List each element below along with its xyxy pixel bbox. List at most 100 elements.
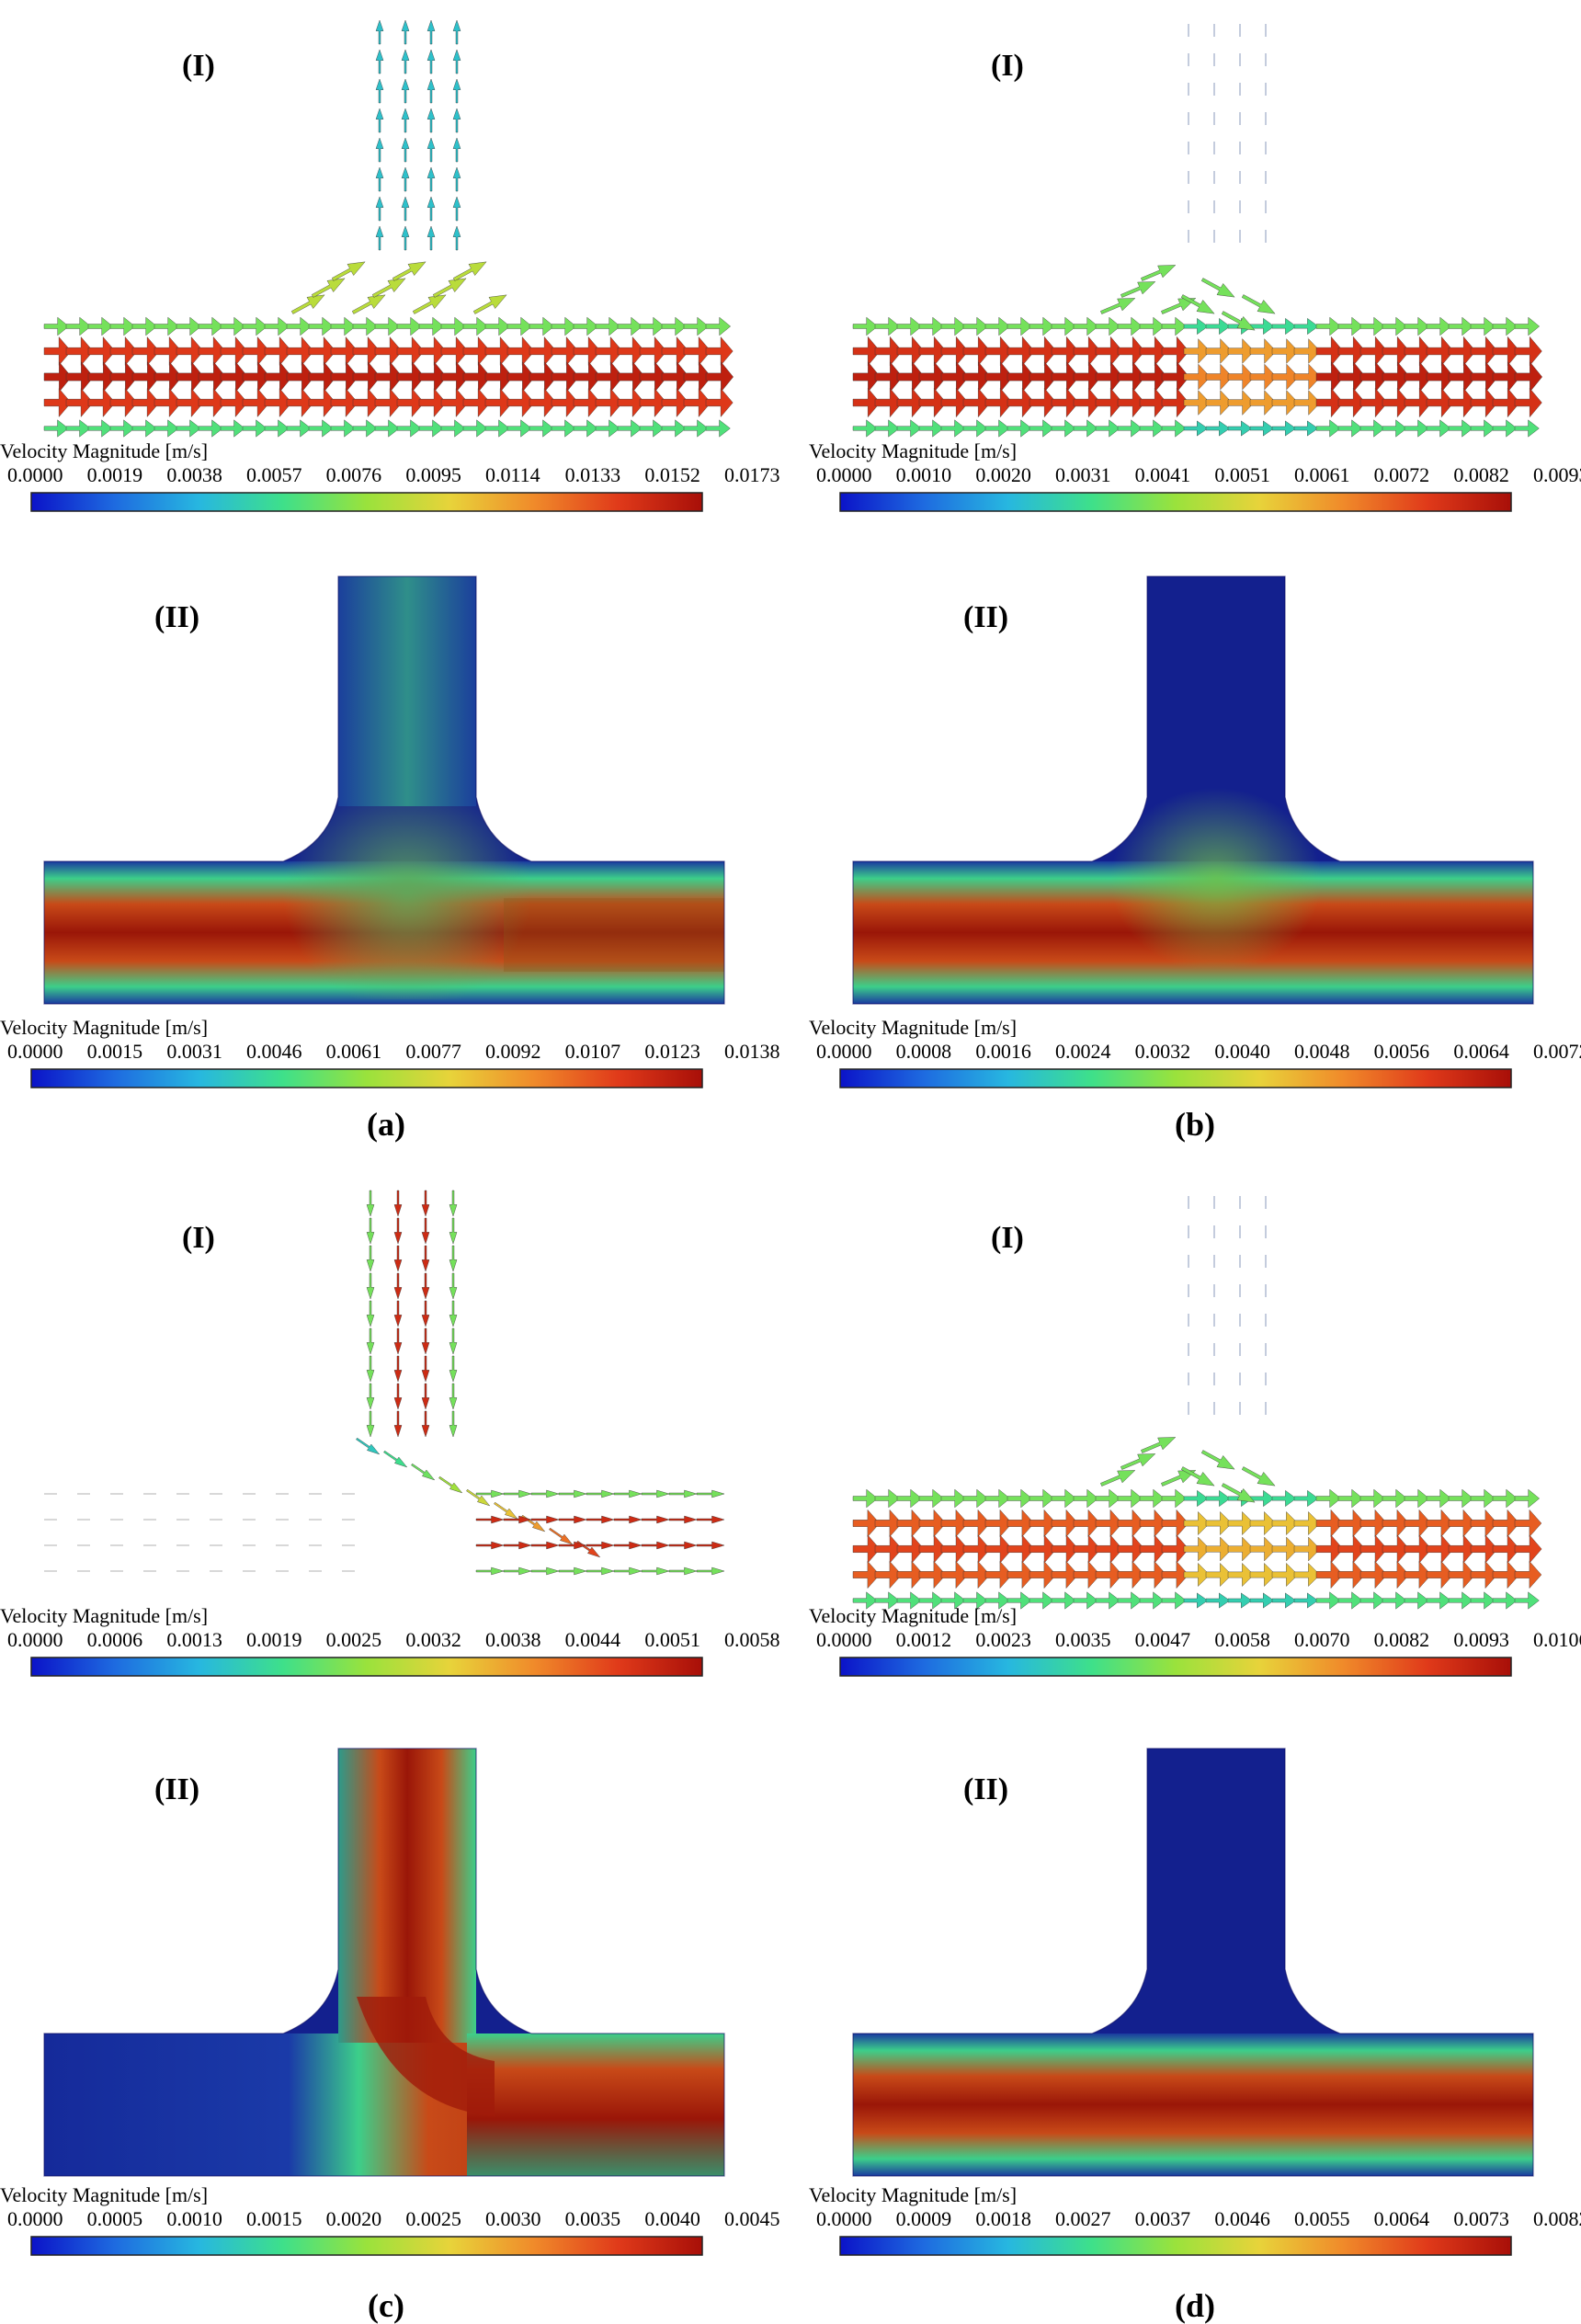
velocity-vector	[286, 316, 313, 336]
velocity-vector	[984, 1591, 1010, 1610]
colorbar-tick: 0.0073	[1453, 2207, 1509, 2230]
velocity-vector	[176, 419, 201, 438]
velocity-vector	[1337, 1591, 1363, 1610]
velocity-vector	[1492, 1591, 1518, 1610]
velocity-vector	[43, 336, 72, 366]
velocity-vector	[1051, 1488, 1077, 1509]
colorbar-gradient	[30, 492, 703, 512]
velocity-vector	[1051, 336, 1079, 367]
velocity-vector	[109, 419, 135, 438]
velocity-vector	[1514, 1488, 1541, 1509]
velocity-vector	[449, 1272, 458, 1300]
velocity-vector	[940, 1591, 966, 1610]
colorbar-tick: 0.0047	[1135, 1628, 1191, 1651]
velocity-vector	[1470, 1488, 1496, 1509]
velocity-vector	[683, 388, 711, 417]
velocity-vector	[352, 336, 381, 366]
velocity-vector	[1271, 363, 1299, 391]
colorbar-tick: 0.0046	[246, 1040, 302, 1063]
velocity-vector	[421, 1190, 430, 1217]
panel-caption: (c)	[368, 2287, 404, 2324]
velocity-vector	[1382, 1560, 1410, 1589]
colorbar-title: Velocity Magnitude [m/s]	[0, 1604, 208, 1627]
velocity-vector	[1051, 419, 1076, 438]
velocity-vector	[984, 1488, 1011, 1509]
velocity-vector	[1448, 1509, 1476, 1538]
velocity-vector	[1117, 1509, 1145, 1538]
velocity-vector	[1492, 1560, 1520, 1589]
velocity-vector	[352, 361, 381, 393]
colorbar-tick: 0.0035	[1055, 1628, 1111, 1651]
colorbar-tick: 0.0020	[326, 2207, 382, 2230]
velocity-vector	[401, 49, 410, 74]
velocity-vector	[613, 1515, 643, 1524]
velocity-vector	[43, 388, 72, 417]
velocity-vector	[1161, 1591, 1187, 1610]
contour-colorbar: Velocity Magnitude [m/s]0.0000 0.0005 0.00…	[0, 2183, 780, 2256]
velocity-vector	[1205, 338, 1233, 364]
velocity-vector	[131, 336, 160, 366]
velocity-vector	[530, 1541, 560, 1550]
velocity-vector	[1404, 419, 1429, 438]
colorbar-tick: 0.0058	[724, 1628, 780, 1651]
velocity-vector	[1249, 420, 1275, 437]
velocity-vector	[1073, 1591, 1098, 1610]
velocity-vector	[1141, 1437, 1177, 1453]
velocity-vector	[683, 361, 711, 393]
velocity-vector	[1205, 317, 1231, 336]
velocity-vector	[617, 388, 645, 417]
velocity-vector	[962, 1488, 989, 1509]
velocity-vector	[1514, 1534, 1542, 1564]
colorbar-title: Velocity Magnitude [m/s]	[809, 2183, 1017, 2206]
velocity-vector	[109, 361, 138, 393]
velocity-vector	[198, 361, 226, 393]
velocity-vector	[1337, 316, 1364, 336]
contour-plot-label: (II)	[154, 600, 199, 634]
velocity-vector	[586, 1489, 615, 1498]
velocity-vector	[286, 361, 314, 393]
velocity-vector	[1117, 361, 1145, 393]
velocity-vector	[1382, 1509, 1410, 1538]
velocity-vector	[449, 1300, 458, 1327]
velocity-vector	[639, 336, 667, 366]
velocity-vector	[198, 316, 224, 336]
colorbar-tick: 0.0015	[246, 2207, 302, 2230]
velocity-vector	[551, 316, 577, 336]
velocity-vector	[1161, 316, 1188, 336]
velocity-vector	[331, 261, 366, 281]
velocity-vector	[874, 387, 903, 418]
velocity-vector	[176, 316, 202, 336]
velocity-vector	[1029, 1488, 1055, 1509]
velocity-vector	[1448, 316, 1474, 336]
velocity-vector	[427, 166, 436, 192]
velocity-vector	[1227, 338, 1255, 364]
velocity-vector	[984, 1509, 1013, 1538]
velocity-vector	[918, 419, 944, 438]
contour-plot	[852, 1748, 1534, 2177]
velocity-vector	[896, 387, 925, 418]
contour-plot-label: (II)	[963, 600, 1008, 634]
velocity-vector	[1359, 1560, 1388, 1589]
velocity-vector	[1249, 1562, 1277, 1588]
colorbar-tick: 0.0038	[166, 463, 222, 486]
colorbar-tick: 0.0064	[1453, 1040, 1509, 1063]
velocity-vector	[1051, 1534, 1079, 1564]
velocity-vector	[418, 419, 444, 438]
colorbar-tick: 0.0082	[1453, 463, 1509, 486]
vector-plot	[43, 19, 734, 438]
velocity-vector	[462, 419, 488, 438]
velocity-vector	[1293, 1510, 1321, 1536]
velocity-vector	[551, 388, 579, 417]
velocity-vector	[1359, 387, 1388, 418]
velocity-vector	[1139, 316, 1166, 336]
colorbar-title: Velocity Magnitude [m/s]	[809, 1016, 1017, 1039]
velocity-vector	[366, 1272, 375, 1300]
velocity-vector	[918, 1560, 947, 1589]
velocity-vector	[401, 137, 410, 163]
velocity-vector	[1315, 316, 1342, 336]
velocity-vector	[421, 1217, 430, 1245]
velocity-vector	[462, 316, 489, 336]
velocity-vector	[1227, 1562, 1255, 1588]
velocity-vector	[401, 225, 410, 251]
